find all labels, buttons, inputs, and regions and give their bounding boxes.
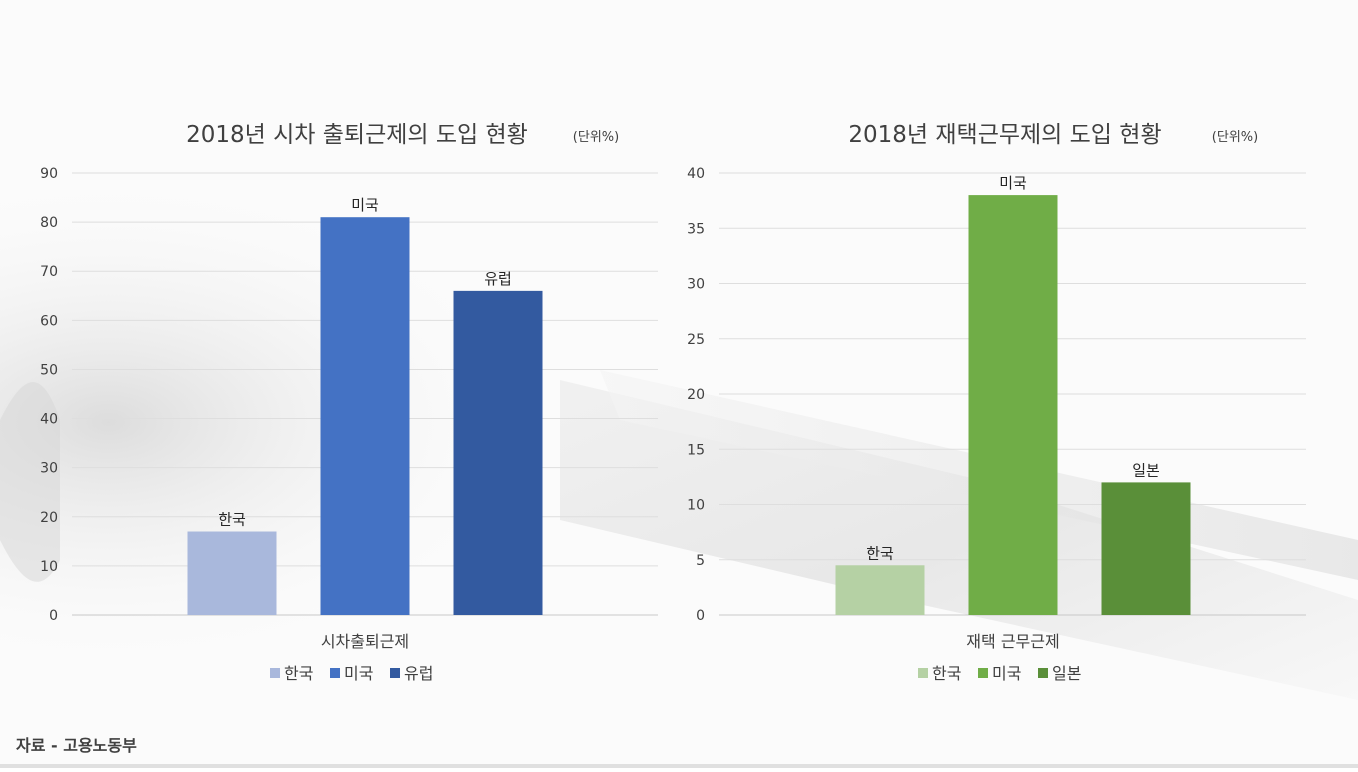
- bar-data-label: 한국: [218, 511, 246, 529]
- legend-label: 미국: [992, 664, 1021, 683]
- y-tick-label: 20: [687, 387, 705, 403]
- category-label: 시차출퇴근제: [321, 632, 409, 651]
- y-tick-label: 10: [687, 498, 705, 514]
- bar-data-label: 한국: [866, 544, 894, 562]
- category-label: 재택 근무근제: [966, 632, 1059, 651]
- bar-data-label: 미국: [351, 196, 379, 214]
- legend-label: 한국: [932, 664, 961, 683]
- legend-swatch: [978, 668, 988, 678]
- bar-3: [453, 290, 543, 615]
- chart-flexible-commute: 2018년 시차 출퇴근제의 도입 현황 (단위%) 0 10 20 30 40 50 60 70…: [40, 122, 658, 683]
- legend-label: 한국: [284, 664, 313, 683]
- legend-label: 유럽: [404, 664, 433, 683]
- legend-label: 미국: [344, 664, 373, 683]
- bar-data-label: 미국: [999, 174, 1027, 192]
- y-tick-label: 35: [687, 221, 705, 237]
- y-tick-label: 15: [687, 442, 705, 458]
- y-tick-label: 40: [687, 166, 705, 182]
- legend-label: 일본: [1052, 664, 1081, 683]
- bar-1: [835, 565, 925, 615]
- unit-note: (단위%): [573, 130, 619, 145]
- legend-swatch: [270, 668, 280, 678]
- legend-swatch: [390, 668, 400, 678]
- y-tick-label: 30: [687, 277, 705, 293]
- chart-title: 2018년 재택근무제의 도입 현황: [848, 122, 1161, 148]
- y-tick-label: 80: [40, 215, 58, 231]
- y-tick-label: 0: [49, 608, 58, 624]
- bar-2: [320, 217, 410, 615]
- unit-note: (단위%): [1212, 130, 1258, 145]
- bar-3: [1101, 482, 1191, 615]
- legend-swatch: [330, 668, 340, 678]
- bar-data-label: 일본: [1132, 461, 1160, 479]
- y-tick-label: 50: [40, 362, 58, 378]
- y-tick-label: 70: [40, 264, 58, 280]
- y-tick-label: 5: [696, 553, 705, 569]
- source-caption: 자료 - 고용노동부: [16, 736, 137, 755]
- bar-1: [187, 531, 277, 615]
- y-tick-label: 25: [687, 332, 705, 348]
- bar-data-label: 유럽: [484, 270, 512, 288]
- y-tick-label: 20: [40, 510, 58, 526]
- bar-2: [968, 195, 1058, 615]
- legend-swatch: [1038, 668, 1048, 678]
- y-tick-label: 90: [40, 166, 58, 182]
- y-tick-label: 30: [40, 461, 58, 477]
- chart-telework: 2018년 재택근무제의 도입 현황 (단위%) 0 5 10 15 20 25 30 35 40 한…: [687, 122, 1306, 683]
- chart-title: 2018년 시차 출퇴근제의 도입 현황: [186, 122, 528, 148]
- y-tick-label: 10: [40, 559, 58, 575]
- y-tick-label: 60: [40, 313, 58, 329]
- y-tick-label: 0: [696, 608, 705, 624]
- legend-swatch: [918, 668, 928, 678]
- y-tick-label: 40: [40, 412, 58, 428]
